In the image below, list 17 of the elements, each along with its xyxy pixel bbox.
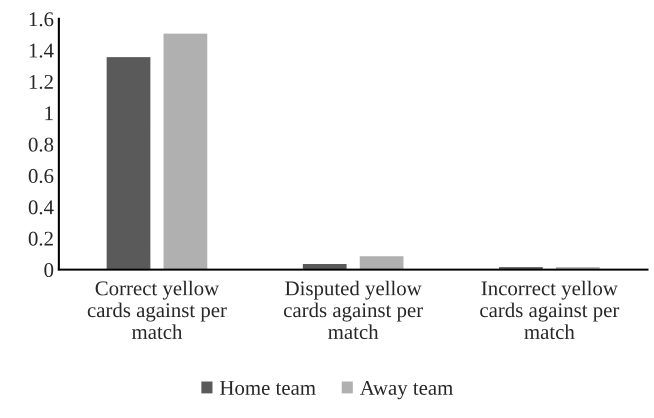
y-tick-label: 1.2 <box>30 74 53 90</box>
y-tick-label: 1.6 <box>30 12 54 26</box>
x-tick-label: Correct yellow cards against per match <box>88 280 227 340</box>
y-tick-label: 0.8 <box>28 138 54 152</box>
y-tick-label: 0.4 <box>28 200 54 214</box>
bar <box>162 32 209 270</box>
y-tick-label: 0.2 <box>28 232 53 246</box>
bar <box>105 56 152 270</box>
y-tick-label: 0 <box>44 262 54 278</box>
y-tick-label: 1.4 <box>30 44 54 58</box>
y-tick-label: 1 <box>45 106 53 120</box>
x-tick-label: Incorrect yellow cards against per match <box>480 280 620 340</box>
legend-label: Away team <box>360 381 453 400</box>
y-tick-label: 0.6 <box>28 168 54 184</box>
bar <box>358 254 405 270</box>
legend-label: Home team <box>220 381 316 395</box>
x-tick-label: Disputed yellow cards against per match <box>284 280 423 340</box>
